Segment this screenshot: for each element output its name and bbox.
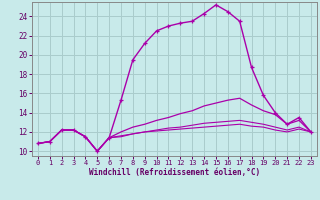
- X-axis label: Windchill (Refroidissement éolien,°C): Windchill (Refroidissement éolien,°C): [89, 168, 260, 177]
